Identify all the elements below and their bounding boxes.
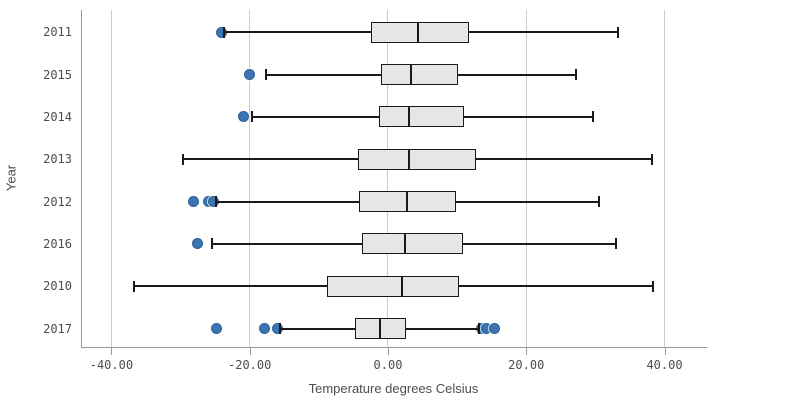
- box[interactable]: [327, 275, 460, 297]
- box[interactable]: [378, 106, 464, 128]
- x-tick-label: 0.00: [373, 358, 403, 372]
- x-axis-line: [81, 347, 707, 348]
- median-line[interactable]: [409, 64, 412, 86]
- plot-area: [81, 10, 706, 347]
- whisker-cap-low[interactable]: [264, 69, 267, 81]
- x-axis-tick: [249, 348, 251, 355]
- y-tick-label: 2013: [43, 152, 72, 167]
- gridline: [664, 10, 666, 347]
- y-tick-label: 2012: [43, 194, 72, 209]
- box[interactable]: [371, 21, 469, 43]
- y-tick-label: 2016: [43, 236, 72, 251]
- y-tick-label: 2010: [43, 279, 72, 294]
- whisker-cap-high[interactable]: [652, 280, 655, 292]
- outlier-dot[interactable]: [237, 111, 249, 123]
- x-axis-tick: [111, 348, 113, 355]
- whisker-cap-low[interactable]: [223, 26, 226, 38]
- x-tick-label: -20.00: [228, 358, 272, 372]
- y-axis-line: [81, 10, 82, 348]
- y-tick-label: 2014: [43, 109, 72, 124]
- x-tick-label: 40.00: [646, 358, 683, 372]
- x-tick-label: 20.00: [508, 358, 545, 372]
- y-tick-label: 2015: [43, 67, 72, 82]
- x-tick-label: -40.00: [89, 358, 134, 372]
- median-line[interactable]: [404, 233, 407, 255]
- median-line[interactable]: [407, 148, 410, 170]
- outlier-dot[interactable]: [192, 238, 204, 250]
- whisker-cap-low[interactable]: [214, 196, 217, 208]
- whisker-cap-high[interactable]: [651, 153, 654, 165]
- whisker-cap-low[interactable]: [181, 153, 184, 165]
- outlier-dot[interactable]: [258, 323, 270, 335]
- x-axis-tick: [387, 348, 389, 355]
- gridline: [525, 10, 527, 347]
- x-axis-tick: [526, 348, 528, 355]
- whisker-cap-low[interactable]: [210, 238, 213, 250]
- x-axis-title: Temperature degrees Celsius: [308, 381, 479, 396]
- median-line[interactable]: [417, 21, 420, 43]
- whisker-cap-high[interactable]: [575, 69, 578, 81]
- whisker-cap-high[interactable]: [615, 238, 618, 250]
- gridline: [249, 10, 251, 347]
- whisker-cap-high[interactable]: [597, 196, 600, 208]
- whisker-cap-low[interactable]: [250, 111, 253, 123]
- median-line[interactable]: [408, 106, 411, 128]
- x-axis-tick: [664, 348, 666, 355]
- box[interactable]: [357, 148, 476, 170]
- y-tick-label: 2017: [43, 321, 72, 336]
- y-tick-label: 2011: [43, 25, 72, 40]
- outlier-dot[interactable]: [187, 196, 199, 208]
- gridline: [387, 10, 389, 347]
- outlier-dot[interactable]: [488, 323, 500, 335]
- whisker-cap-high[interactable]: [592, 111, 595, 123]
- box[interactable]: [362, 233, 464, 255]
- box[interactable]: [381, 64, 459, 86]
- y-axis-title: Year: [3, 164, 19, 192]
- whisker-cap-high[interactable]: [617, 26, 620, 38]
- median-line[interactable]: [401, 275, 404, 297]
- median-line[interactable]: [379, 318, 382, 340]
- whisker-cap-high[interactable]: [478, 323, 481, 335]
- median-line[interactable]: [406, 191, 409, 213]
- outlier-dot[interactable]: [211, 323, 222, 335]
- whisker-cap-low[interactable]: [279, 323, 282, 335]
- whisker-cap-low[interactable]: [132, 280, 135, 292]
- outlier-dot[interactable]: [244, 69, 256, 81]
- gridline: [110, 10, 112, 347]
